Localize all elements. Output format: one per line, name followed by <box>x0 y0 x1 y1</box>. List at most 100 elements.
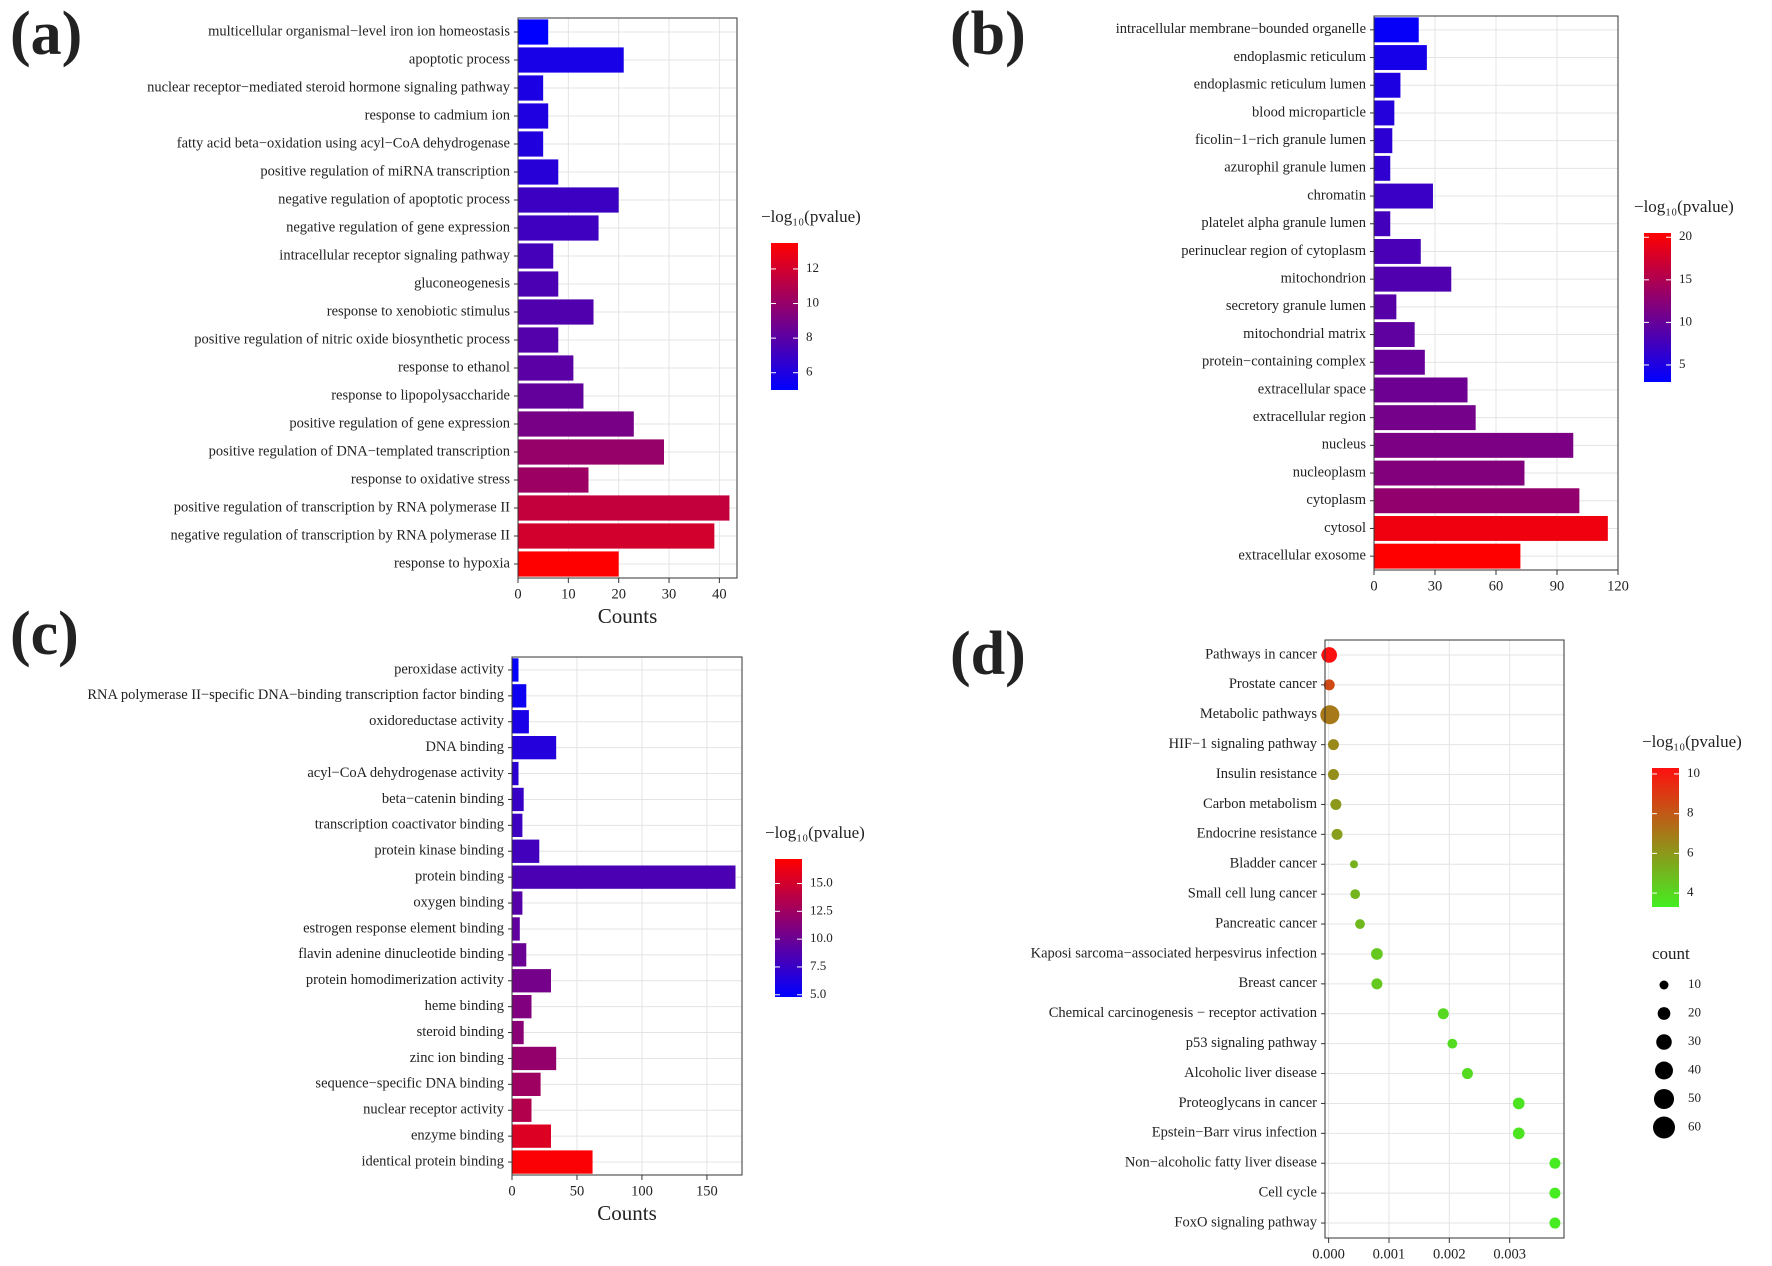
y-tick-label: ficolin−1−rich granule lumen <box>1195 132 1367 148</box>
y-tick-label: extracellular region <box>1253 409 1367 425</box>
y-tick-label: Prostate cancer <box>1229 676 1317 692</box>
colorbar-title: −log₁₀(pvalue) <box>761 207 861 226</box>
bar <box>518 103 549 129</box>
size-legend-dot <box>1653 1116 1675 1139</box>
colorbar-title: −log₁₀(pvalue) <box>1634 197 1734 216</box>
bar <box>518 243 554 269</box>
colorbar-tick-label: 15.0 <box>810 874 833 889</box>
bar <box>1374 155 1391 181</box>
colorbar-tick-label: 10.0 <box>810 930 833 945</box>
plot-background <box>1324 639 1565 1239</box>
bar <box>512 891 523 915</box>
dot <box>1349 860 1358 869</box>
y-tick-label: estrogen response element binding <box>303 920 504 936</box>
y-tick-label: positive regulation of miRNA transcripti… <box>260 163 510 179</box>
size-legend-label: 40 <box>1688 1061 1701 1076</box>
y-tick-label: protein binding <box>415 868 504 884</box>
bar <box>518 523 715 549</box>
colorbar <box>1652 768 1679 907</box>
y-tick-label: Small cell lung cancer <box>1188 885 1317 901</box>
x-tick-label: 0.003 <box>1493 1246 1526 1262</box>
y-tick-label: Alcoholic liver disease <box>1184 1065 1317 1081</box>
dot <box>1371 978 1383 990</box>
x-tick-label: 0 <box>514 586 521 602</box>
size-legend-dot <box>1653 1088 1675 1110</box>
y-tick-label: Metabolic pathways <box>1200 706 1318 722</box>
colorbar-tick-label: 5 <box>1679 356 1686 371</box>
bar <box>1374 211 1391 237</box>
y-tick-label: beta−catenin binding <box>382 791 504 807</box>
bar <box>518 495 730 521</box>
dot <box>1327 769 1339 781</box>
size-legend-dot <box>1657 1007 1671 1020</box>
colorbar-tick-label: 10 <box>1687 765 1700 780</box>
x-tick-label: 30 <box>1428 578 1443 594</box>
y-tick-label: Cell cycle <box>1259 1184 1317 1200</box>
x-tick-label: 100 <box>631 1183 653 1199</box>
y-tick-label: identical protein binding <box>361 1153 504 1169</box>
bar <box>518 271 559 297</box>
bar <box>1374 322 1415 348</box>
dot <box>1321 647 1338 663</box>
bar <box>512 1098 532 1122</box>
plot-border <box>511 656 743 1176</box>
y-tick-label: positive regulation of DNA−templated tra… <box>209 443 511 459</box>
bar <box>1374 349 1425 375</box>
bar <box>1374 72 1401 98</box>
y-tick-label: positive regulation of gene expression <box>289 415 510 431</box>
y-tick-label: intracellular membrane−bounded organelle <box>1116 21 1366 37</box>
bar <box>518 551 619 577</box>
bar <box>518 355 574 381</box>
bar <box>512 943 527 967</box>
bar <box>512 813 523 838</box>
bar <box>1374 377 1468 403</box>
y-tick-label: DNA binding <box>425 739 504 755</box>
y-tick-label: azurophil granule lumen <box>1224 160 1366 176</box>
bar <box>512 1124 551 1148</box>
y-tick-label: oxygen binding <box>413 894 504 910</box>
bar <box>512 839 540 863</box>
colorbar-tick-label: 7.5 <box>810 958 826 973</box>
y-tick-label: chromatin <box>1307 187 1367 203</box>
size-legend-title: count <box>1652 944 1690 963</box>
x-tick-label: 0.002 <box>1433 1246 1466 1262</box>
bar <box>1374 543 1521 569</box>
size-legend-label: 20 <box>1688 1004 1701 1019</box>
x-tick-label: 0 <box>508 1183 515 1199</box>
dot <box>1330 798 1342 810</box>
dot <box>1323 679 1335 691</box>
size-legend-label: 10 <box>1688 976 1701 991</box>
colorbar-title: −log₁₀(pvalue) <box>1642 732 1742 751</box>
bar <box>1374 238 1421 264</box>
y-tick-label: transcription coactivator binding <box>315 817 504 833</box>
colorbar-tick-label: 4 <box>1687 884 1694 899</box>
y-tick-label: Carbon metabolism <box>1203 796 1318 812</box>
y-tick-label: Chemical carcinogenesis − receptor activ… <box>1049 1005 1318 1021</box>
panel-label: (a) <box>10 0 82 68</box>
bar <box>512 658 519 682</box>
colorbar-tick-label: 15 <box>1679 271 1692 286</box>
y-tick-label: positive regulation of nitric oxide bios… <box>194 331 510 347</box>
y-tick-label: platelet alpha granule lumen <box>1201 215 1366 231</box>
y-tick-label: response to xenobiotic stimulus <box>327 303 511 319</box>
bar <box>518 131 544 157</box>
x-tick-label: 150 <box>696 1183 718 1199</box>
dot <box>1447 1038 1458 1049</box>
panel-label: (c) <box>10 600 79 668</box>
bar <box>512 684 527 708</box>
bar <box>512 1020 524 1045</box>
bar <box>1374 488 1580 514</box>
y-tick-label: FoxO signaling pathway <box>1174 1214 1317 1230</box>
size-legend-dot <box>1659 980 1669 990</box>
bar <box>512 761 519 786</box>
y-tick-label: Bladder cancer <box>1230 856 1318 872</box>
bar <box>518 19 549 45</box>
y-tick-label: endoplasmic reticulum <box>1234 49 1367 65</box>
y-tick-label: secretory granule lumen <box>1226 298 1367 314</box>
y-tick-label: peroxidase activity <box>394 661 505 677</box>
x-tick-label: 120 <box>1607 578 1629 594</box>
bar <box>512 787 524 812</box>
bar <box>518 411 634 437</box>
bar <box>512 994 532 1019</box>
bar <box>1374 460 1525 486</box>
